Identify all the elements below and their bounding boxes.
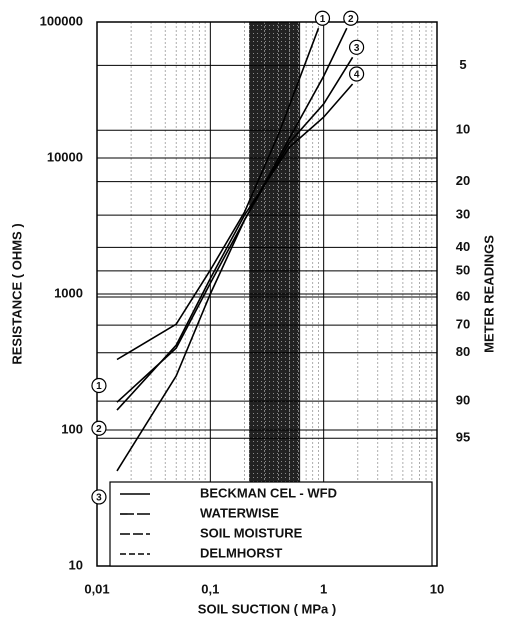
y-tick-label: 10 [69,557,83,572]
series-number: 2 [348,14,354,25]
y2-tick-label: 5 [459,57,466,72]
y2-tick-label: 50 [456,262,470,277]
y2-tick-label: 70 [456,317,470,332]
y2-tick-label: 20 [456,173,470,188]
y-tick-label: 1000 [54,285,83,300]
series-line [116,56,354,472]
series-number-circle [91,377,107,394]
x-tick-label: 0,01 [84,581,109,596]
y2-tick-label: 40 [456,239,470,254]
series-number: 1 [320,14,326,25]
y-tick-label: 10000 [47,149,83,164]
series-number: 1 [96,381,102,392]
y2-tick-label: 95 [456,430,470,445]
x-tick-label: 10 [430,581,444,596]
series-number-circle [348,66,365,82]
y2-tick-label: 80 [456,344,470,359]
y2-axis-label: METER READINGS [481,235,496,353]
y2-tick-label: 30 [456,207,470,222]
y2-tick-label: 60 [456,288,470,303]
legend-box [109,481,433,567]
x-tick-label: 0,1 [201,581,219,596]
legend-label: WATERWISE [200,505,279,520]
y2-tick-label: 90 [456,393,470,408]
series-number: 4 [354,70,360,81]
series-number: 3 [96,493,102,504]
series-number-circle [348,39,365,55]
series-number-circle [91,420,107,436]
x-axis-label: SOIL SUCTION ( MPa ) [198,601,336,616]
series-number-circle [314,10,331,26]
series-number: 2 [96,424,102,435]
series-line [116,27,320,361]
legend-label: BECKMAN CEL - WFD [200,485,337,500]
legend-label: SOIL MOISTURE [200,525,303,540]
series-number-circle [343,10,359,26]
y2-tick-label: 10 [456,122,470,137]
legend-label: DELMHORST [200,545,282,560]
y-axis-label: RESISTANCE ( OHMS ) [9,223,24,364]
series-line [116,83,354,411]
y-tick-label: 100 [61,421,83,436]
x-tick-label: 1 [320,581,327,596]
series-number-circle [91,489,107,505]
y-tick-label: 100000 [40,13,83,28]
series-number: 3 [354,43,360,54]
